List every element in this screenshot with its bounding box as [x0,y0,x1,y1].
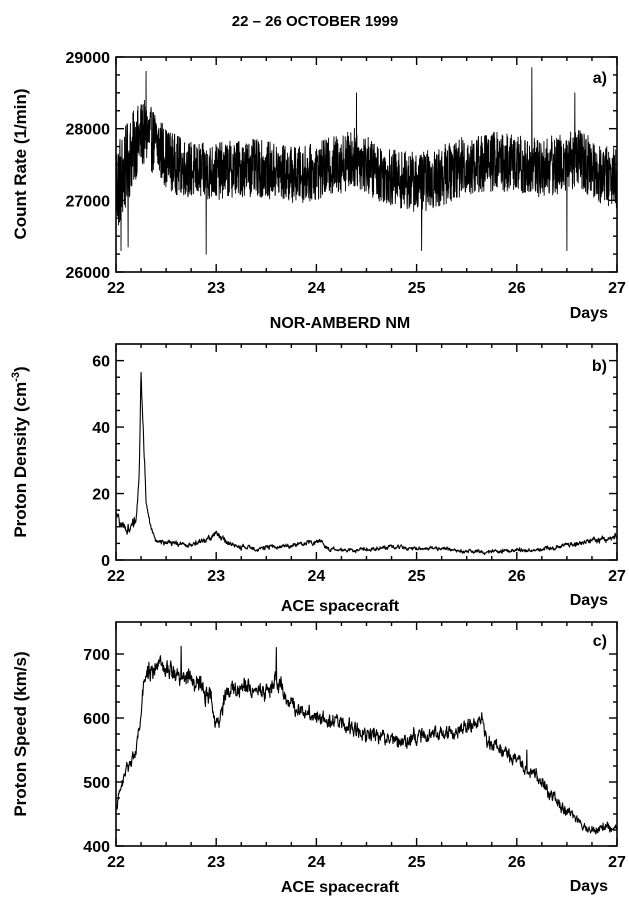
panel-b-ylabel-main: Proton Density (cm [11,382,30,538]
panel-b-frame [115,343,618,561]
panel-c-xtick-label-25: 25 [408,854,426,871]
panel-a-ytick-label-26000: 26000 [66,265,111,282]
panel-b-series [115,371,618,556]
panel-c-xlabel-days: Days [570,878,608,895]
panel-b-below-label: ACE spacecraft [281,598,400,615]
panel-a-ylabel: Count Rate (1/min) [11,88,30,239]
panel-b-label: b) [592,358,607,375]
panel-b-xtick-label-25: 25 [408,568,426,585]
panel-c-xtick-label-26: 26 [508,854,526,871]
panel-a-series-line [115,67,618,255]
panel-c-xtick-label-27: 27 [608,854,626,871]
panel-a-xtick-label-27: 27 [608,280,626,297]
panel-b: 22 23 24 25 26 27 0 20 40 60 b) Proton Density (c… [10,343,626,615]
panel-b-xtick-label-27: 27 [608,568,626,585]
panel-c-series [115,645,618,835]
panel-c-label: c) [593,633,607,650]
panel-a-ytick-label-28000: 28000 [66,122,111,139]
panel-c: 22 23 24 25 26 27 400 500 600 700 c) Proton Speed… [11,621,626,896]
panel-b-ylabel-tail: ) [11,366,30,372]
panel-a-ytick-label-29000: 29000 [66,50,111,67]
panel-b-ticks: 22 23 24 25 26 27 0 20 40 60 [92,344,626,585]
panel-b-xtick-label-26: 26 [508,568,526,585]
panel-c-ytick-label-600: 600 [83,711,110,728]
panel-a-xtick-label-23: 23 [207,280,225,297]
panel-c-xtick-label-22: 22 [107,854,125,871]
panel-c-ytick-label-400: 400 [83,839,110,856]
panel-c-ytick-label-700: 700 [83,647,110,664]
panel-b-xlabel-days: Days [570,592,608,609]
panel-b-ylabel-sup: -3 [10,372,22,382]
panel-a-label: a) [593,70,607,87]
panel-b-ylabel: Proton Density (cm-3) [10,366,30,537]
panel-b-xtick-label-22: 22 [107,568,125,585]
panel-c-ytick-label-500: 500 [83,775,110,792]
panel-a-xlabel-days: Days [570,305,608,322]
panel-b-xtick-label-23: 23 [207,568,225,585]
panel-a-series [115,67,618,255]
panel-b-ytick-label-40: 40 [92,420,110,437]
panel-c-ylabel: Proton Speed (km/s) [11,651,30,816]
panel-a-xtick-label-25: 25 [408,280,426,297]
panel-b-ytick-label-0: 0 [101,553,110,570]
panel-b-xtick-label-24: 24 [308,568,326,585]
panel-a-ytick-label-27000: 27000 [66,193,111,210]
panel-c-xtick-label-23: 23 [207,854,225,871]
panel-b-series-line [115,371,618,556]
panel-c-xtick-label-24: 24 [308,854,326,871]
panel-a-xtick-label-26: 26 [508,280,526,297]
panel-a-xtick-label-22: 22 [107,280,125,297]
panel-c-series-line [115,645,618,835]
panel-a-below-label: NOR-AMBERD NM [270,315,410,332]
panel-c-ticks: 22 23 24 25 26 27 400 500 600 700 [83,622,626,871]
panel-b-ytick-label-60: 60 [92,354,110,371]
panel-b-ytick-label-20: 20 [92,487,110,504]
panel-c-below-label: ACE spacecraft [281,879,400,896]
panel-a: 22 23 24 25 26 27 26000 27000 28000 29000 a) Coun… [11,50,626,332]
panel-a-ticks: 22 23 24 25 26 27 26000 27000 28000 29000 [66,50,627,297]
figure-title: 22 – 26 OCTOBER 1999 [232,13,398,30]
panel-a-xtick-label-24: 24 [308,280,326,297]
